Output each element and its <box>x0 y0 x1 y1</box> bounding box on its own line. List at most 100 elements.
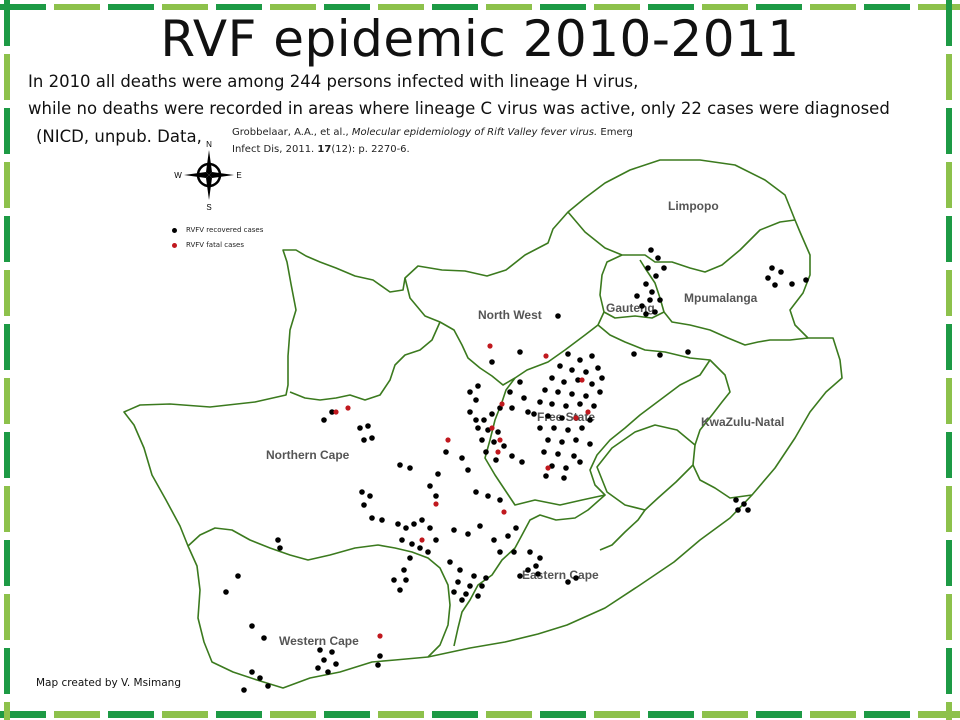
case-points <box>223 247 809 693</box>
recovered-case-point <box>735 507 741 513</box>
limpopo-boundary <box>567 211 796 273</box>
recovered-case-point <box>275 537 281 543</box>
recovered-case-point <box>643 311 649 317</box>
recovered-case-point <box>565 427 571 433</box>
fatal-case-point <box>433 501 439 507</box>
recovered-case-point <box>479 437 485 443</box>
recovered-case-point <box>631 351 637 357</box>
recovered-case-point <box>533 563 539 569</box>
recovered-case-point <box>509 453 515 459</box>
recovered-case-point <box>589 381 595 387</box>
recovered-case-point <box>587 417 593 423</box>
recovered-case-point <box>427 483 433 489</box>
recovered-case-point <box>527 549 533 555</box>
fatal-case-point <box>501 509 507 515</box>
map-credit: Map created by V. Msimang <box>36 677 181 689</box>
subtitle-line-1: In 2010 all deaths were among 244 person… <box>28 72 639 91</box>
recovered-case-point <box>325 669 331 675</box>
compass-south: S <box>206 203 211 212</box>
recovered-case-point <box>479 583 485 589</box>
recovered-case-point <box>555 313 561 319</box>
recovered-case-point <box>741 501 747 507</box>
fatal-case-point <box>345 405 351 411</box>
compass-north: N <box>206 140 212 149</box>
fatal-case-point <box>543 353 549 359</box>
recovered-case-point <box>249 669 255 675</box>
recovered-case-point <box>509 405 515 411</box>
recovered-case-point <box>507 389 513 395</box>
fatal-case-point <box>499 401 505 407</box>
recovered-case-point <box>433 537 439 543</box>
recovered-case-point <box>634 293 640 299</box>
recovered-case-point <box>257 675 263 681</box>
recovered-case-point <box>359 489 365 495</box>
recovered-case-point <box>655 255 661 261</box>
recovered-case-point <box>329 649 335 655</box>
recovered-case-point <box>597 389 603 395</box>
recovered-case-point <box>475 425 481 431</box>
label-western-cape: Western Cape <box>279 634 359 648</box>
recovered-case-point <box>417 545 423 551</box>
recovered-case-point <box>277 545 283 551</box>
recovered-case-point <box>357 425 363 431</box>
recovered-case-point <box>491 439 497 445</box>
fatal-case-point <box>419 537 425 543</box>
recovered-case-point <box>583 393 589 399</box>
recovered-case-point <box>495 429 501 435</box>
label-north-west: North West <box>478 308 542 322</box>
recovered-case-point <box>321 657 327 663</box>
recovered-case-dot-icon <box>172 227 177 233</box>
recovered-case-point <box>475 593 481 599</box>
recovered-case-point <box>545 437 551 443</box>
recovered-case-point <box>473 417 479 423</box>
recovered-case-point <box>489 411 495 417</box>
recovered-case-point <box>409 541 415 547</box>
mpumalanga-boundary <box>663 311 809 346</box>
recovered-case-point <box>455 579 461 585</box>
recovered-case-point <box>545 413 551 419</box>
recovered-case-point <box>407 555 413 561</box>
recovered-case-point <box>573 575 579 581</box>
citation-journal-cont: Infect Dis, 2011. <box>232 144 315 155</box>
recovered-case-point <box>223 589 229 595</box>
recovered-case-point <box>505 533 511 539</box>
recovered-case-point <box>463 591 469 597</box>
recovered-case-point <box>315 665 321 671</box>
fatal-case-point <box>497 437 503 443</box>
recovered-case-point <box>491 537 497 543</box>
recovered-case-point <box>577 357 583 363</box>
recovered-case-point <box>321 417 327 423</box>
label-limpopo: Limpopo <box>668 199 719 213</box>
recovered-case-point <box>241 687 247 693</box>
slide-title: RVF epidemic 2010-2011 <box>160 10 800 68</box>
citation-volume: 17 <box>317 144 332 155</box>
label-mpumalanga: Mpumalanga <box>684 291 758 305</box>
recovered-case-point <box>531 411 537 417</box>
frame-top-stripe <box>0 4 960 10</box>
recovered-case-point <box>772 282 778 288</box>
recovered-case-point <box>563 403 569 409</box>
recovered-case-point <box>587 441 593 447</box>
recovered-case-point <box>465 467 471 473</box>
recovered-case-point <box>367 493 373 499</box>
recovered-case-point <box>657 297 663 303</box>
recovered-case-point <box>511 549 517 555</box>
recovered-case-point <box>565 351 571 357</box>
label-free-state: Free State <box>537 410 595 424</box>
citation-authors: Grobbelaar, A.A., et al., <box>232 127 349 138</box>
recovered-case-point <box>361 502 367 508</box>
citation-issue-pages: (12): p. 2270-6. <box>331 144 410 155</box>
legend-recovered: RVFV recovered cases <box>172 226 263 234</box>
recovered-case-point <box>411 521 417 527</box>
recovered-case-point <box>803 277 809 283</box>
recovered-case-point <box>397 462 403 468</box>
recovered-case-point <box>647 297 653 303</box>
frame-right-stripe <box>946 0 952 720</box>
recovered-case-point <box>559 439 565 445</box>
recovered-case-point <box>569 391 575 397</box>
recovered-case-point <box>399 537 405 543</box>
recovered-case-point <box>467 389 473 395</box>
recovered-case-point <box>765 275 771 281</box>
recovered-case-point <box>591 403 597 409</box>
legend-fatal: RVFV fatal cases <box>172 241 244 249</box>
